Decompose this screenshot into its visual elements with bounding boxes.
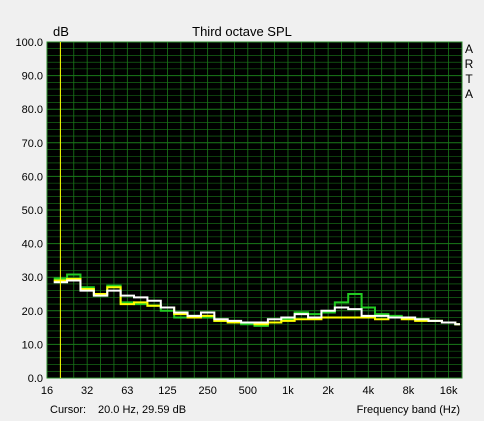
- x-axis-ticks: 16 32 63 125 250 500 1k 2k 4k 8k 16k: [41, 385, 458, 397]
- arta-brand: A R T A: [464, 42, 474, 102]
- y-tick-label: 90.0: [22, 71, 43, 83]
- y-tick-label: 50.0: [22, 205, 43, 217]
- y-tick-label: 80.0: [22, 104, 43, 116]
- brand-letter: A: [464, 87, 473, 101]
- y-tick-label: 0.0: [28, 373, 43, 385]
- x-tick-label: 16k: [440, 385, 458, 397]
- cursor-readout: 20.0 Hz, 29.59 dB: [98, 404, 187, 416]
- series-line-2: [53, 279, 460, 326]
- brand-letter: R: [464, 57, 474, 71]
- chart-title: Third octave SPL: [192, 24, 292, 39]
- series-group: [53, 273, 460, 327]
- y-tick-label: 60.0: [22, 171, 43, 183]
- x-tick-label: 1k: [282, 385, 294, 397]
- series-line-0: [53, 273, 460, 327]
- y-axis-unit-label: dB: [53, 24, 69, 39]
- plot-border: [46, 41, 463, 379]
- y-axis-ticks: 0.0 10.0 20.0 30.0 40.0 50.0 60.0 70.0 80.0 90.0 1…: [15, 37, 43, 385]
- brand-letter: T: [465, 72, 473, 86]
- x-tick-label: 250: [198, 385, 216, 397]
- grid: [46, 41, 463, 379]
- y-tick-label: 10.0: [22, 339, 43, 351]
- x-tick-label: 2k: [322, 385, 334, 397]
- y-tick-label: 20.0: [22, 306, 43, 318]
- y-tick-label: 70.0: [22, 138, 43, 150]
- y-tick-label: 100.0: [15, 37, 43, 49]
- y-tick-label: 30.0: [22, 272, 43, 284]
- x-tick-label: 32: [81, 385, 93, 397]
- cursor-label: Cursor:: [50, 404, 87, 416]
- x-tick-label: 8k: [403, 385, 415, 397]
- x-tick-label: 500: [239, 385, 257, 397]
- x-axis-label: Frequency band (Hz): [356, 404, 460, 416]
- x-tick-label: 125: [158, 385, 176, 397]
- y-tick-label: 40.0: [22, 239, 43, 251]
- brand-letter: A: [464, 42, 473, 56]
- x-tick-label: 4k: [362, 385, 374, 397]
- x-tick-label: 16: [41, 385, 53, 397]
- x-tick-label: 63: [121, 385, 133, 397]
